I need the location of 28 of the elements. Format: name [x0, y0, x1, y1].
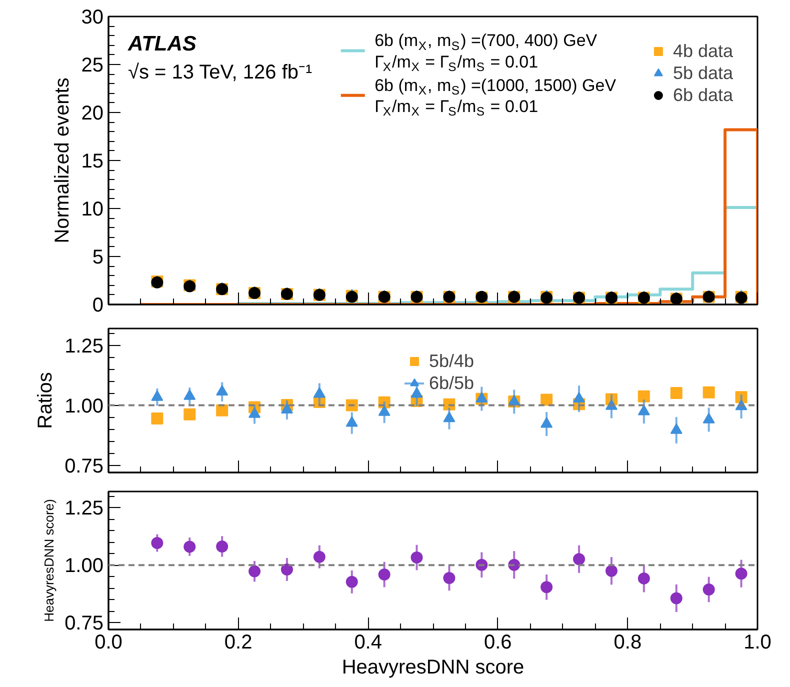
y-tick-label: 15 — [81, 150, 104, 172]
y-tick-label: 25 — [81, 54, 104, 76]
x-tick-label: 0.4 — [354, 632, 382, 654]
y-tick-label: 0 — [92, 294, 104, 316]
x-tick-label: 0.2 — [224, 632, 252, 654]
y-tick-label: 1.00 — [64, 395, 104, 418]
y-tick-label: 1.25 — [64, 498, 104, 520]
y-tick-label: 30 — [81, 6, 104, 28]
legend-label: 5b/4b — [429, 350, 474, 372]
annotation: √s = 13 TeV, 126 fb⁻¹ — [128, 62, 313, 84]
x-axis-title: HeavyresDNN score — [342, 656, 524, 678]
x-tick-label: 0.8 — [614, 632, 642, 654]
y-axis-title: Normalized events — [51, 78, 74, 244]
y-tick-label: 1.00 — [64, 555, 104, 578]
y-tick-label: 20 — [81, 102, 104, 124]
annotation: ATLAS — [126, 32, 196, 56]
y-tick-label: 1.25 — [64, 335, 104, 358]
y-axis-title: HeavyresDNN score) — [42, 499, 57, 622]
y-axis-title: Ratios — [34, 372, 57, 429]
legend-label: 6b/5b — [429, 372, 474, 394]
y-tick-label: 10 — [81, 198, 104, 220]
y-tick-label: 0.75 — [64, 455, 104, 478]
legend-label: 5b data — [672, 62, 733, 84]
legend-label: 6b data — [672, 84, 733, 106]
x-tick-label: 0.6 — [484, 632, 512, 654]
legend-label: 4b data — [672, 40, 733, 62]
x-tick-label: 1.0 — [744, 632, 772, 654]
y-tick-label: 5 — [92, 246, 104, 268]
